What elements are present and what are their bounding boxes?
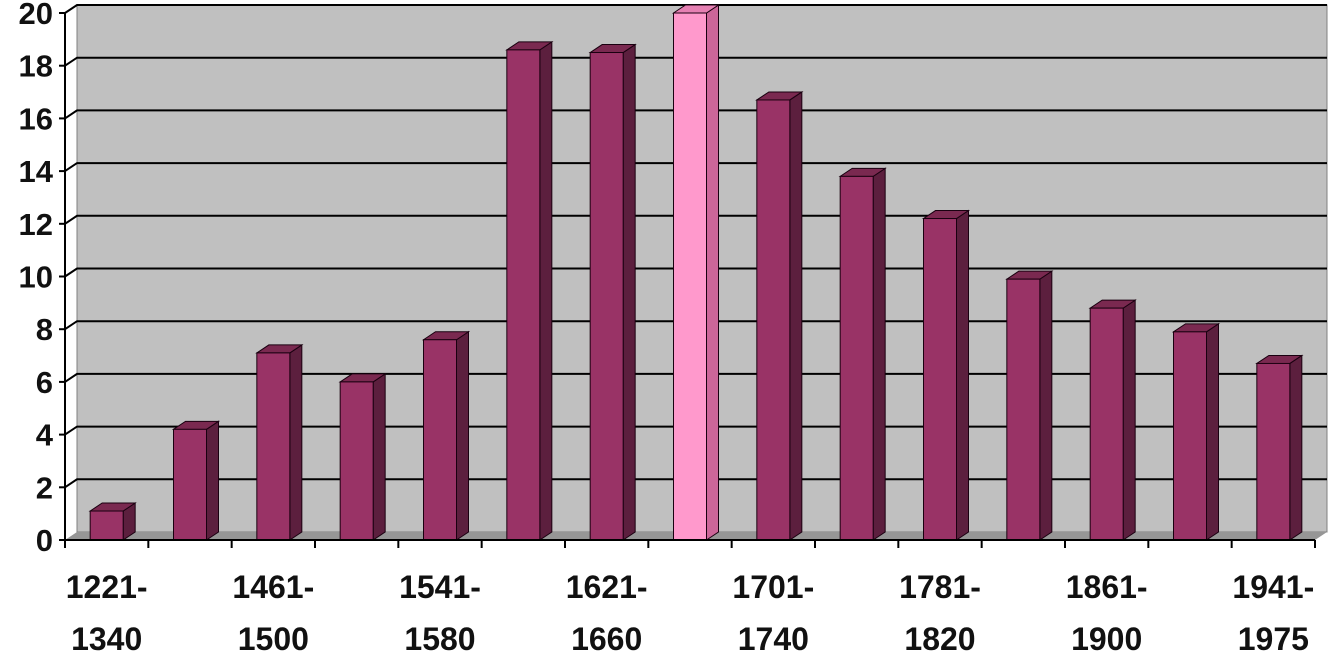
gridline [64,425,1327,436]
bar [338,372,387,541]
x-tick-label: 1781- [899,569,981,605]
bar [1005,270,1054,541]
gridline [64,4,1327,14]
bar [755,91,804,541]
gridline [64,56,1327,67]
x-tick-label: 1861- [1066,569,1148,605]
x-tick-label: 1941- [1232,569,1314,605]
y-axis-tick-labels: 0 2 4 6 8 10 12 14 16 18 20 [19,0,54,558]
bar-front [589,52,624,541]
bar-side [1206,322,1219,541]
y-tick-label: 10 [19,260,53,295]
x-tick-label: 1541- [399,569,481,605]
y-tick-label: 14 [19,154,54,189]
bar-front [423,339,457,541]
bar-front [173,428,207,541]
bar-front [506,49,541,541]
gridlines [64,4,1327,489]
gridline [64,267,1327,278]
x-tick-label: 1580 [404,621,475,657]
y-tick-label: 6 [36,365,53,400]
x-tick-label: 1975 [1238,621,1309,657]
y-tick-label: 4 [36,418,54,453]
bar-front [673,12,707,541]
bar-side [289,343,303,541]
axes [59,12,1316,548]
bar-front [756,99,791,541]
bar-side [1039,270,1053,541]
y-tick-label: 18 [19,49,53,84]
gridline [64,214,1327,225]
bar [505,40,554,541]
bar-side [539,40,553,541]
bar-front [1256,362,1291,541]
x-tick-label: 1740 [738,621,809,657]
bar-side [372,372,386,541]
bar-front [923,218,957,541]
x-tick-label: 1660 [571,621,642,657]
bar-side [456,330,469,541]
bar-side [206,420,219,541]
bar-side [789,91,803,541]
bar [1088,299,1137,541]
bar-side [956,209,969,541]
bar-front [256,352,291,541]
bar [421,330,471,541]
y-tick-label: 8 [36,312,53,347]
bars [88,4,1304,541]
bar [171,420,221,541]
x-tick-label: 1900 [1071,621,1142,657]
x-tick-label: 1461- [232,569,314,605]
bar-front [839,175,874,541]
y-tick-label: 2 [36,470,53,505]
bar-side [622,43,636,541]
y-tick-label: 0 [36,523,53,558]
bar [921,209,971,541]
gridline [64,162,1327,172]
x-tick-label: 1221- [66,569,148,605]
bar-side [1289,354,1303,541]
x-axis-tick-labels: 1221- 1340 1461- 1500 1541- 1580 1621- 1660 1701… [66,569,1315,657]
bar-side [872,167,886,541]
x-tick-label: 1621- [566,569,648,605]
gridline [64,109,1327,120]
bar-side [706,4,719,541]
x-tick-label: 1820 [904,621,975,657]
y-tick-label: 20 [19,0,53,31]
bar-front [339,381,374,541]
bar-front [1173,331,1207,541]
x-tick-label: 1701- [732,569,814,605]
bar-front [89,510,124,541]
gridline [64,372,1327,383]
bar [1255,354,1304,541]
y-tick-label: 16 [19,101,53,136]
bar-front [1006,278,1041,541]
y-tick-label: 12 [19,207,53,242]
bar [88,502,137,541]
bar [1171,322,1221,541]
bar [588,43,637,541]
bar [838,167,887,541]
x-tick-label: 1340 [71,621,142,657]
x-tick-label: 1500 [238,621,309,657]
bar [671,4,721,541]
gridline [64,478,1327,489]
gridline [64,320,1327,331]
bar [255,343,304,541]
bar-front [1089,307,1124,541]
bar-side [1122,299,1136,541]
